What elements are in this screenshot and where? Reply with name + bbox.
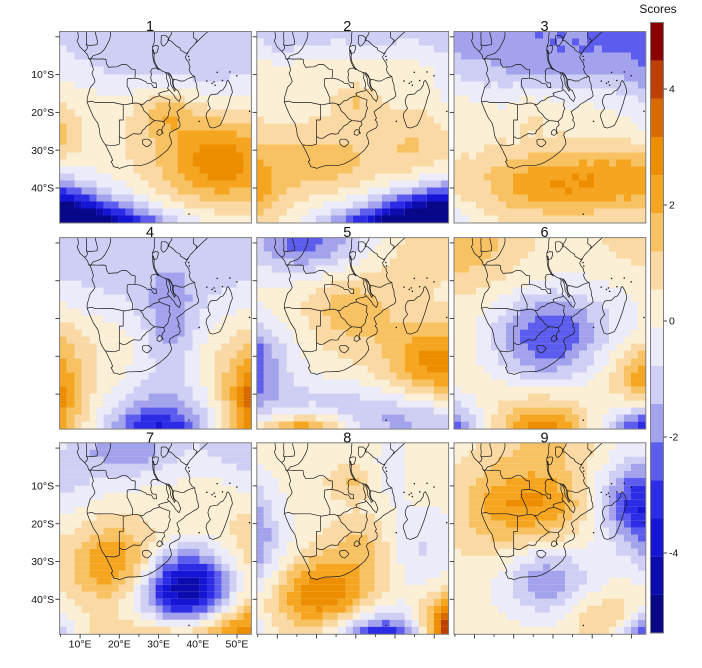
svg-text:1: 1 [146,19,154,35]
svg-text:10°S: 10°S [31,69,54,81]
svg-text:10°E: 10°E [69,639,92,651]
svg-text:20°E: 20°E [108,639,131,651]
svg-text:30°S: 30°S [31,556,54,568]
svg-text:7: 7 [146,430,154,446]
svg-text:2: 2 [343,19,351,35]
svg-text:6: 6 [540,225,548,241]
svg-text:40°S: 40°S [31,594,54,606]
svg-text:50°E: 50°E [226,639,249,651]
svg-text:Scores: Scores [639,2,676,16]
svg-text:30°E: 30°E [147,639,170,651]
svg-text:20°S: 20°S [31,518,54,530]
svg-text:8: 8 [343,430,351,446]
svg-text:4: 4 [146,225,154,241]
svg-text:30°S: 30°S [31,145,54,157]
svg-text:10°S: 10°S [31,481,54,493]
svg-text:-4: -4 [669,548,678,560]
svg-text:5: 5 [343,225,351,241]
svg-text:20°S: 20°S [31,107,54,119]
svg-text:40°S: 40°S [31,183,54,195]
svg-text:2: 2 [669,200,675,212]
svg-text:3: 3 [540,19,548,35]
svg-text:4: 4 [669,84,675,96]
svg-text:0: 0 [669,316,675,328]
svg-text:9: 9 [540,430,548,446]
svg-text:-2: -2 [669,432,678,444]
svg-text:40°E: 40°E [186,639,209,651]
